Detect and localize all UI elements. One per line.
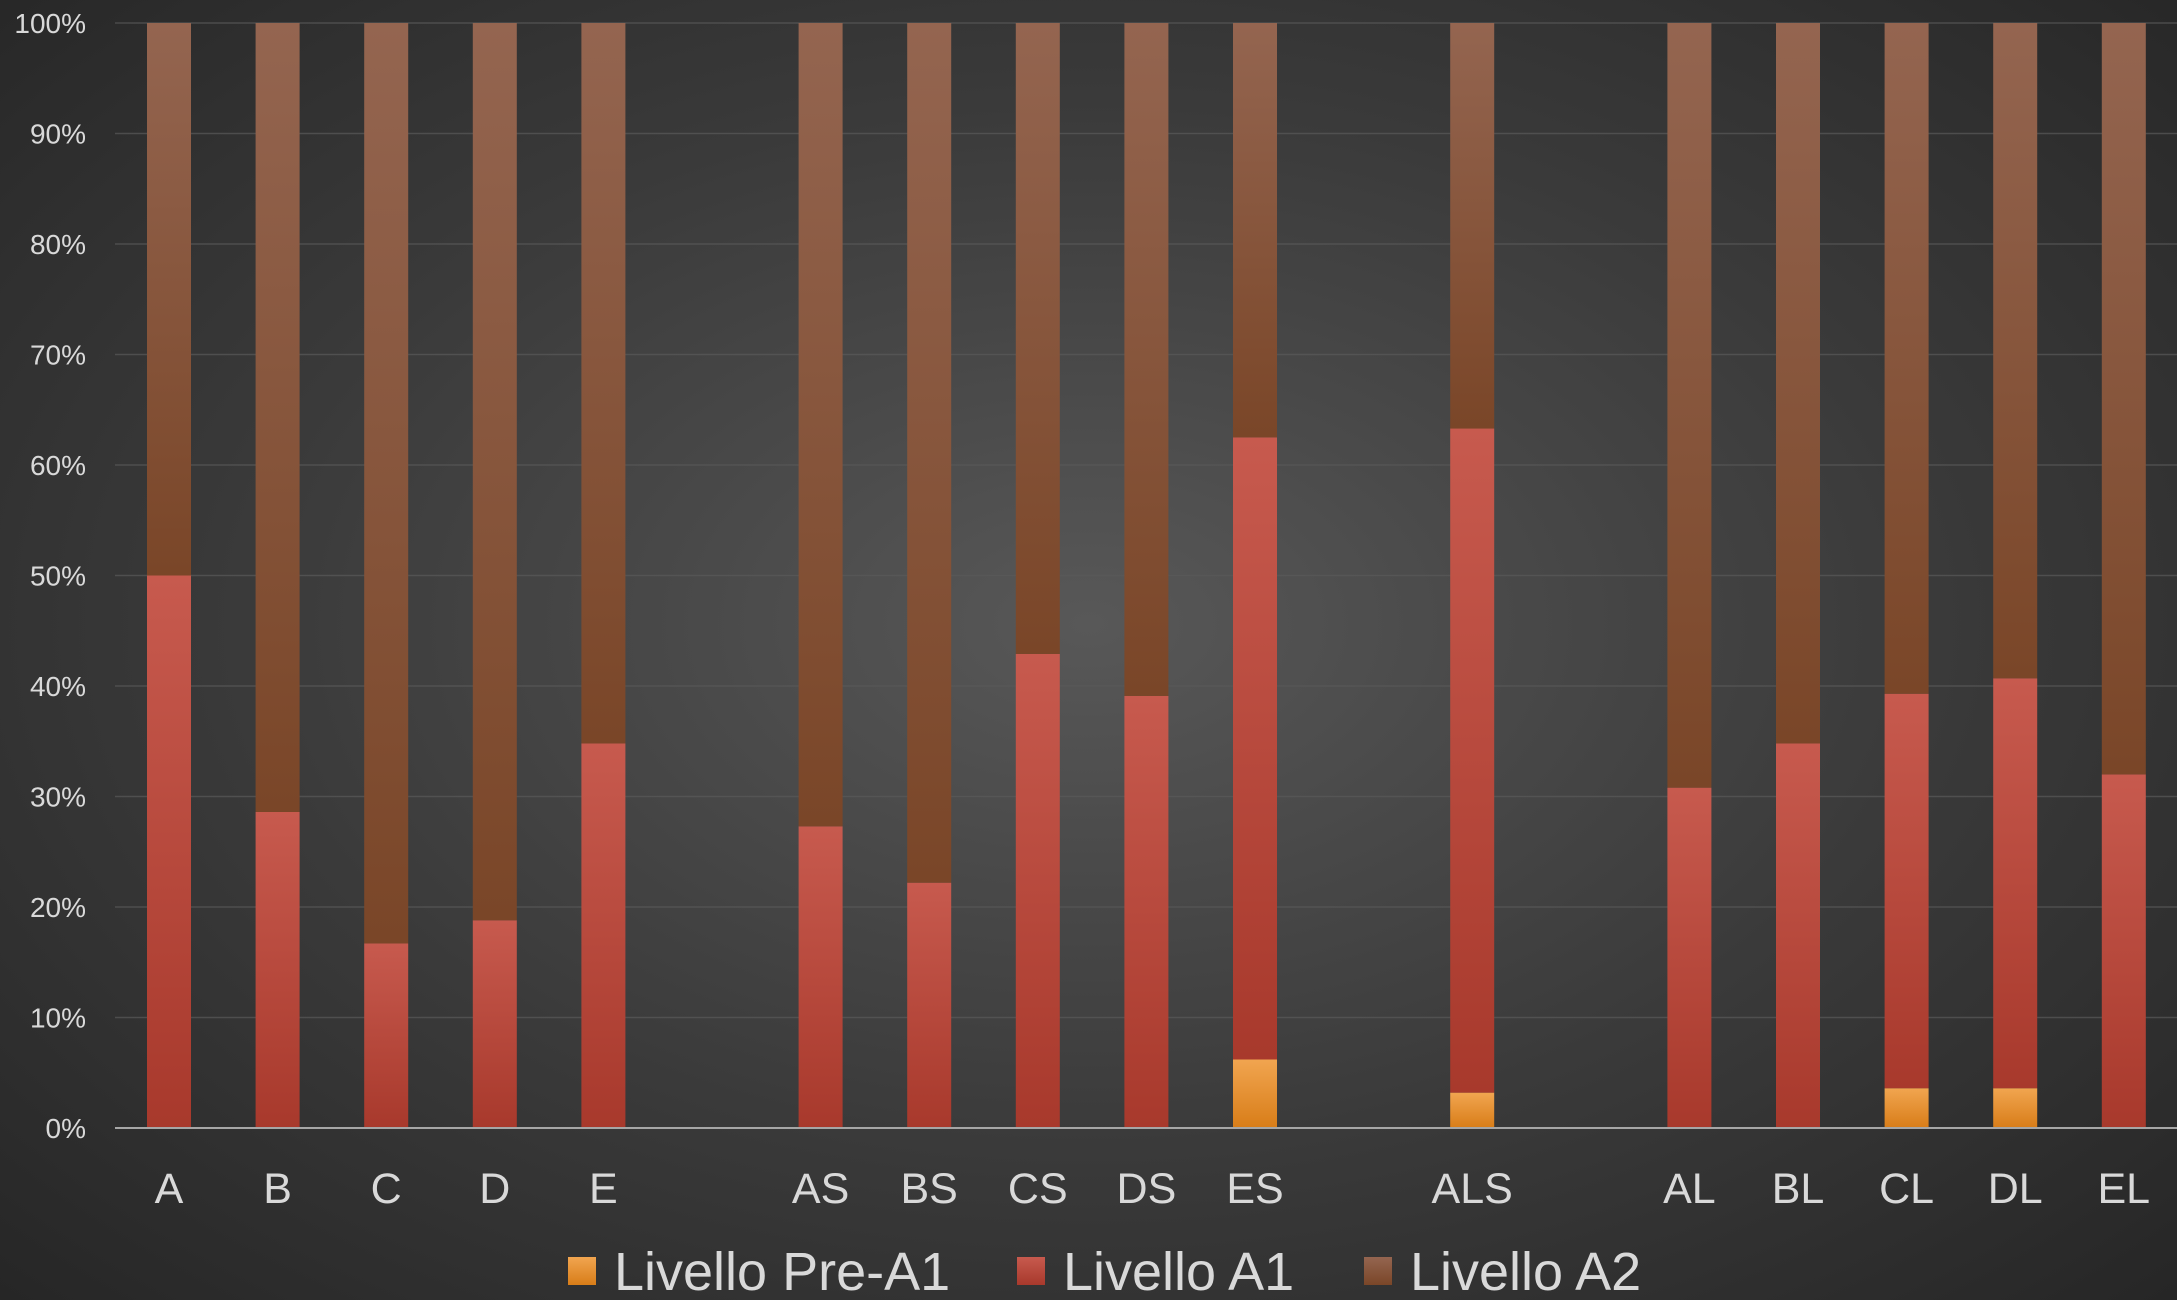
x-category-label: D <box>479 1165 510 1213</box>
x-category-label: AS <box>792 1165 849 1213</box>
x-category-label: DS <box>1117 1165 1177 1213</box>
legend-swatch <box>568 1257 596 1285</box>
y-tick-label: 90% <box>30 119 86 150</box>
x-category-label: DL <box>1988 1165 2043 1213</box>
y-axis-tick-labels: 0% 10% 20% 30% 40% 50% 60% 70% 80% 90% 100% <box>14 8 86 1144</box>
bar-segment <box>907 882 952 1128</box>
legend-swatch <box>1364 1257 1392 1285</box>
bar-segment <box>1124 23 1169 696</box>
x-category-label: C <box>371 1165 402 1213</box>
bar-segment <box>1776 743 1820 1128</box>
bar-segment <box>1233 1059 1277 1128</box>
y-tick-label: 80% <box>30 229 86 260</box>
bar-segment <box>1667 23 1712 788</box>
bar-segment <box>581 743 626 1128</box>
bar-segment <box>1233 437 1277 1060</box>
bars <box>147 23 2146 1128</box>
bar-segment <box>1233 23 1277 438</box>
bar-segment <box>2101 23 2146 775</box>
bar-segment <box>1124 695 1169 1128</box>
bar-segment <box>1450 1092 1495 1128</box>
y-tick-label: 20% <box>30 892 86 923</box>
legend-label: Livello Pre-A1 <box>614 1242 950 1300</box>
bar-segment <box>798 23 843 827</box>
bar-segment <box>1884 23 1929 694</box>
bar-segment <box>1993 678 2038 1089</box>
bar-segment <box>1993 1088 2038 1128</box>
x-category-label: AL <box>1663 1165 1716 1213</box>
bar-segment <box>364 23 409 944</box>
x-category-label: EL <box>2097 1165 2150 1213</box>
x-category-label: CS <box>1008 1165 1068 1213</box>
x-category-label: CL <box>1879 1165 1934 1213</box>
bar-segment <box>1015 653 1060 1128</box>
y-tick-label: 40% <box>30 671 86 702</box>
bar-segment <box>255 811 300 1128</box>
bar-segment <box>147 23 191 576</box>
x-category-label: B <box>263 1165 292 1213</box>
bar-segment <box>1884 693 1929 1089</box>
bar-segment <box>1993 23 2038 679</box>
x-category-label: A <box>155 1165 184 1213</box>
bar-segment <box>1450 428 1495 1093</box>
bar-segment <box>581 23 626 744</box>
x-category-label: ES <box>1226 1165 1283 1213</box>
x-category-label: BS <box>901 1165 958 1213</box>
y-tick-label: 0% <box>46 1113 86 1144</box>
x-category-label: ALS <box>1432 1165 1513 1213</box>
y-tick-label: 60% <box>30 450 86 481</box>
bar-segment <box>1450 23 1495 429</box>
bar-segment <box>1884 1088 1929 1128</box>
bar-segment <box>907 23 952 883</box>
bar-segment <box>1015 23 1060 654</box>
y-tick-label: 30% <box>30 782 86 813</box>
bar-segment <box>472 920 517 1128</box>
legend-label: Livello A2 <box>1410 1242 1641 1300</box>
x-category-label: BL <box>1772 1165 1825 1213</box>
bar-segment <box>1776 23 1820 744</box>
x-axis-category-labels: A B C D E AS BS CS DS ES ALS AL BL CL DL EL <box>155 1165 2150 1213</box>
legend-swatch <box>1017 1257 1045 1285</box>
y-tick-label: 70% <box>30 340 86 371</box>
bar-segment <box>472 23 517 921</box>
x-category-label: E <box>589 1165 618 1213</box>
legend: Livello Pre-A1 Livello A1 Livello A2 <box>568 1242 1641 1300</box>
y-tick-label: 50% <box>30 561 86 592</box>
bar-segment <box>147 575 191 1128</box>
bar-segment <box>798 826 843 1128</box>
bar-segment <box>364 943 409 1128</box>
bar-segment <box>255 23 300 812</box>
y-tick-label: 10% <box>30 1003 86 1034</box>
bar-segment <box>2101 774 2146 1128</box>
bar-segment <box>1667 787 1712 1128</box>
legend-label: Livello A1 <box>1063 1242 1294 1300</box>
y-tick-label: 100% <box>14 8 86 39</box>
